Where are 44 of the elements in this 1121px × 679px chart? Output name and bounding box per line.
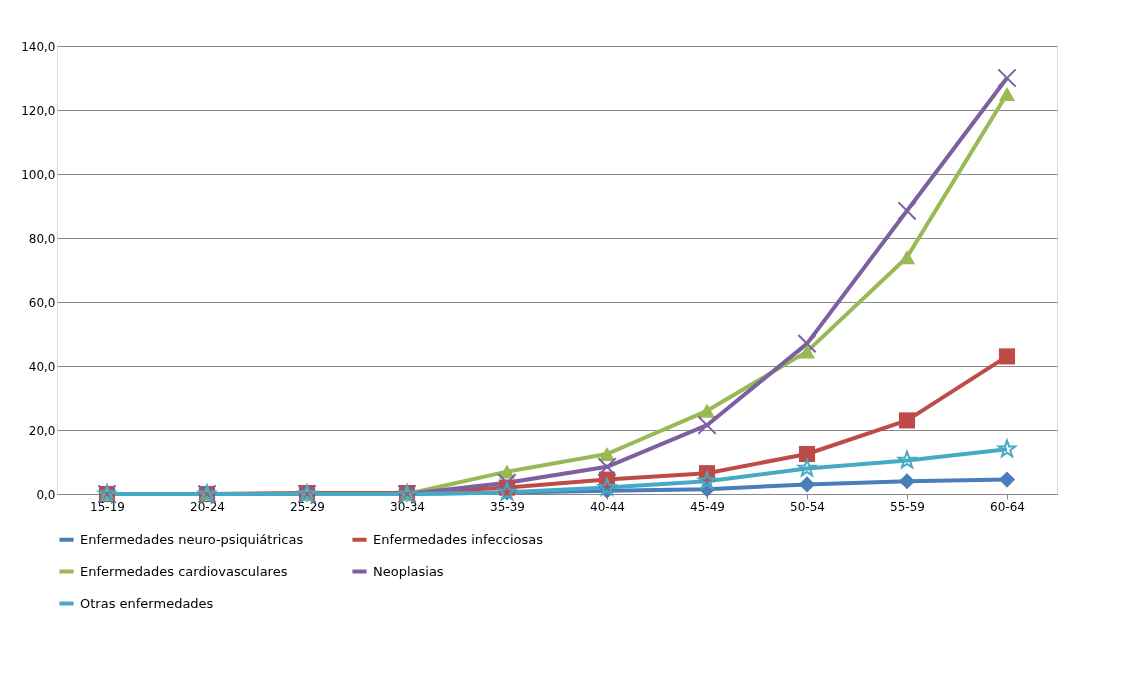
- x-tick-label: 45-49: [690, 499, 725, 514]
- point: [697, 415, 717, 435]
- x-tick-label: 25-29: [290, 499, 325, 514]
- point: [798, 476, 816, 493]
- legend-label: Enfermedades neuro-psiquiátricas: [80, 531, 304, 547]
- point: [698, 403, 716, 418]
- legend-label: Enfermedades cardiovasculares: [80, 563, 288, 579]
- point: [998, 87, 1016, 101]
- point: [897, 201, 917, 221]
- point: [597, 457, 617, 477]
- legend-label: Enfermedades infecciosas: [373, 531, 544, 547]
- y-tick-label: 0,0: [36, 487, 56, 502]
- point: [798, 445, 816, 463]
- point: [997, 68, 1017, 88]
- y-tick-label: 80,0: [28, 231, 56, 246]
- point: [996, 437, 1018, 459]
- x-tick-label: 30-34: [390, 499, 425, 514]
- x-tick-label: 35-39: [490, 499, 525, 514]
- point: [797, 333, 817, 354]
- legend-label: Otras enfermedades: [80, 595, 214, 611]
- point: [798, 344, 816, 359]
- point: [998, 348, 1016, 365]
- x-tick-label: 40-44: [590, 499, 625, 514]
- y-tick-label: 120,0: [21, 103, 56, 118]
- point: [797, 458, 817, 477]
- point: [898, 473, 916, 490]
- point: [597, 477, 617, 496]
- x-tick-label: 15-19: [90, 499, 125, 514]
- y-tick-label: 100,0: [21, 167, 56, 182]
- y-tick-label: 140,0: [21, 39, 56, 54]
- legend-label: Neoplasias: [373, 563, 444, 579]
- y-tick-label: 60,0: [28, 295, 56, 310]
- point: [898, 412, 916, 429]
- x-tick-label: 20-24: [190, 499, 225, 514]
- point: [598, 447, 616, 461]
- point: [497, 473, 517, 493]
- x-tick-label: 60-64: [990, 499, 1025, 514]
- x-tick-label: 55-59: [890, 499, 925, 514]
- point: [897, 450, 917, 469]
- x-tick-label: 50-54: [790, 499, 825, 514]
- y-tick-label: 40,0: [28, 359, 56, 374]
- point: [998, 471, 1016, 488]
- point: [696, 469, 718, 491]
- y-tick-label: 20,0: [28, 423, 56, 438]
